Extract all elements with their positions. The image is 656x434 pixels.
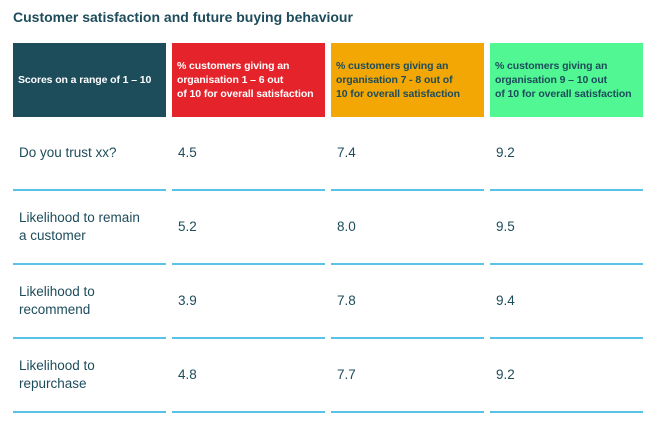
- value-cell: 9.5: [490, 191, 643, 265]
- value-cell: 7.4: [331, 117, 484, 191]
- value-cell: 5.2: [172, 191, 325, 265]
- value-cell: 7.8: [331, 265, 484, 339]
- column-header-high-scores: % customers giving an organisation 9 – 1…: [490, 43, 643, 117]
- value-cell: 9.2: [490, 339, 643, 413]
- value-cell: 8.0: [331, 191, 484, 265]
- page-title: Customer satisfaction and future buying …: [13, 9, 353, 25]
- column-header-low-scores: % customers giving an organisation 1 – 6…: [172, 43, 325, 117]
- value-cell: 9.2: [490, 117, 643, 191]
- value-cell: 7.7: [331, 339, 484, 413]
- row-label: Likelihood to recommend: [13, 265, 166, 339]
- row-label: Likelihood to remain a customer: [13, 191, 166, 265]
- row-label: Likelihood to repurchase: [13, 339, 166, 413]
- satisfaction-table: Scores on a range of 1 – 10 % customers …: [13, 43, 643, 413]
- value-cell: 4.8: [172, 339, 325, 413]
- column-header-scores: Scores on a range of 1 – 10: [13, 43, 166, 117]
- row-label: Do you trust xx?: [13, 117, 166, 191]
- column-header-mid-scores: % customers giving an organisation 7 - 8…: [331, 43, 484, 117]
- value-cell: 9.4: [490, 265, 643, 339]
- value-cell: 4.5: [172, 117, 325, 191]
- value-cell: 3.9: [172, 265, 325, 339]
